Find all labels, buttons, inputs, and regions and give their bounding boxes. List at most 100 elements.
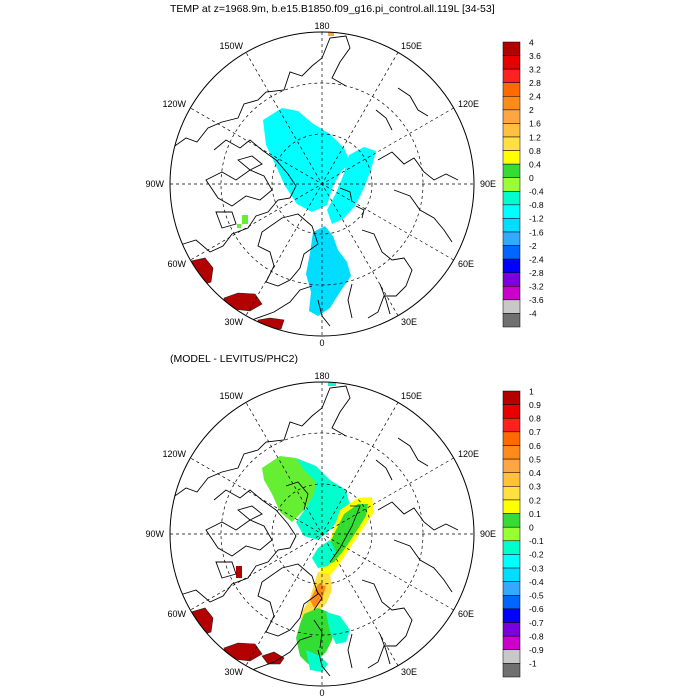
colorbar-tick-label: -0.4 xyxy=(529,577,544,587)
colorbar-tick-label: 0.6 xyxy=(529,441,541,451)
colorbar-swatch xyxy=(502,299,521,314)
bottom-graticule xyxy=(170,382,474,686)
colorbar-swatch xyxy=(502,82,521,97)
colorbar-tick-label: 0 xyxy=(529,522,534,532)
colorbar-swatch xyxy=(502,41,521,56)
top-lon-label: 120E xyxy=(458,99,479,109)
top-lon-label: 120W xyxy=(162,99,186,109)
top-panel-title: TEMP at z=1968.9m, b.e15.B1850.f09_g16.p… xyxy=(170,3,495,15)
colorbar-swatch xyxy=(502,109,521,124)
bottom-colorbar: 1 0.9 0.8 0.7 0.6 0.5 0.4 0.3 0.2 0.1 0 -0.1 -0.2 -0.… xyxy=(502,386,544,678)
top-map: 180 150E 120E 90E 60E 30E 0 30W 60W 90W … xyxy=(145,21,543,348)
colorbar-swatch xyxy=(502,526,521,542)
colorbar-tick-label: 0.8 xyxy=(529,146,541,156)
colorbar-swatch xyxy=(502,581,521,596)
colorbar-swatch xyxy=(502,96,521,111)
top-map-field xyxy=(170,32,474,336)
top-lon-label: 180 xyxy=(314,21,329,31)
colorbar-swatch xyxy=(502,635,521,651)
bottom-field-north-atlantic xyxy=(223,642,263,662)
colorbar-tick-label: 1 xyxy=(529,386,534,396)
colorbar-tick-label: -0.3 xyxy=(529,563,544,573)
colorbar-tick-label: 0 xyxy=(529,173,534,183)
top-lon-label: 150W xyxy=(219,41,243,51)
colorbar-tick-label: -1.6 xyxy=(529,227,544,237)
top-lon-label: 60E xyxy=(458,259,474,269)
colorbar-tick-label: -0.9 xyxy=(529,645,544,655)
colorbar-swatch xyxy=(502,313,521,328)
colorbar-tick-label: -0.2 xyxy=(529,550,544,560)
colorbar-tick-label: 0.1 xyxy=(529,509,541,519)
bottom-lon-label: 30E xyxy=(401,667,417,677)
bottom-lon-label: 90W xyxy=(145,529,164,539)
bottom-field-nordic-seas xyxy=(296,608,334,664)
colorbar-tick-label: -2.4 xyxy=(529,254,544,264)
colorbar-tick-label: 0.4 xyxy=(529,159,541,169)
colorbar-tick-label: 4 xyxy=(529,37,534,47)
colorbar-swatch xyxy=(502,554,521,569)
bottom-lon-label: 120E xyxy=(458,449,479,459)
colorbar-tick-label: 0.4 xyxy=(529,468,541,478)
colorbar-tick-label: 0.5 xyxy=(529,454,541,464)
colorbar-tick-label: -0.7 xyxy=(529,618,544,628)
colorbar-swatch xyxy=(502,649,521,664)
colorbar-swatch xyxy=(502,445,521,460)
bottom-lon-label: 150E xyxy=(401,391,422,401)
top-lon-label: 150E xyxy=(401,41,422,51)
colorbar-swatch xyxy=(502,231,521,246)
bottom-lon-label: 60E xyxy=(458,609,474,619)
colorbar-swatch xyxy=(502,608,521,623)
top-lon-label: 90W xyxy=(145,179,164,189)
top-lon-label: 90E xyxy=(480,179,496,189)
bottom-lon-label: 30W xyxy=(224,667,243,677)
bottom-field-labrador-sea xyxy=(189,607,214,637)
colorbar-tick-label: 3.6 xyxy=(529,51,541,61)
colorbar-swatch xyxy=(502,404,521,419)
colorbar-swatch xyxy=(502,150,521,165)
bottom-lon-label: 120W xyxy=(162,449,186,459)
colorbar-swatch xyxy=(502,472,521,487)
colorbar-swatch xyxy=(502,55,521,70)
colorbar-tick-label: -2.8 xyxy=(529,268,544,278)
colorbar-tick-label: -0.8 xyxy=(529,631,544,641)
colorbar-tick-label: -2 xyxy=(529,241,537,251)
top-lon-label: 30E xyxy=(401,317,417,327)
colorbar-swatch xyxy=(502,163,521,178)
bottom-lon-label: 90E xyxy=(480,529,496,539)
bottom-lon-label: 150W xyxy=(219,391,243,401)
colorbar-swatch xyxy=(502,431,521,446)
colorbar-swatch xyxy=(502,272,521,287)
bottom-map-boundary xyxy=(169,381,475,687)
top-field-green-patch xyxy=(242,215,248,224)
colorbar-swatch xyxy=(502,68,521,83)
colorbar-swatch xyxy=(502,567,521,582)
colorbar-tick-label: 2.8 xyxy=(529,78,541,88)
colorbar-tick-label: 3.2 xyxy=(529,64,541,74)
bottom-lon-label: 180 xyxy=(314,371,329,381)
colorbar-swatch xyxy=(502,258,521,273)
colorbar-swatch xyxy=(502,286,521,301)
colorbar-tick-label: -3.2 xyxy=(529,282,544,292)
bottom-map-field xyxy=(170,382,474,686)
colorbar-tick-label: -1 xyxy=(529,659,537,669)
colorbar-tick-label: -1.2 xyxy=(529,214,544,224)
colorbar-tick-label: 2.4 xyxy=(529,92,541,102)
colorbar-tick-label: -0.1 xyxy=(529,536,544,546)
bottom-lon-label: 0 xyxy=(319,688,324,698)
colorbar-swatch xyxy=(502,486,521,501)
colorbar-tick-label: 0.9 xyxy=(529,400,541,410)
colorbar-swatch xyxy=(502,191,521,206)
colorbar-swatch xyxy=(502,123,521,138)
colorbar-swatch xyxy=(502,595,521,610)
colorbar-tick-label: -0.5 xyxy=(529,591,544,601)
bottom-field-canada-basin-cyan xyxy=(296,458,350,540)
colorbar-swatch xyxy=(502,136,521,151)
colorbar-swatch xyxy=(502,245,521,260)
colorbar-swatch xyxy=(502,390,521,405)
colorbar-swatch xyxy=(502,540,521,555)
colorbar-tick-label: 0.3 xyxy=(529,482,541,492)
colorbar-tick-label: -3.6 xyxy=(529,295,544,305)
top-lon-label: 0 xyxy=(319,338,324,348)
top-lon-label: 30W xyxy=(224,317,243,327)
